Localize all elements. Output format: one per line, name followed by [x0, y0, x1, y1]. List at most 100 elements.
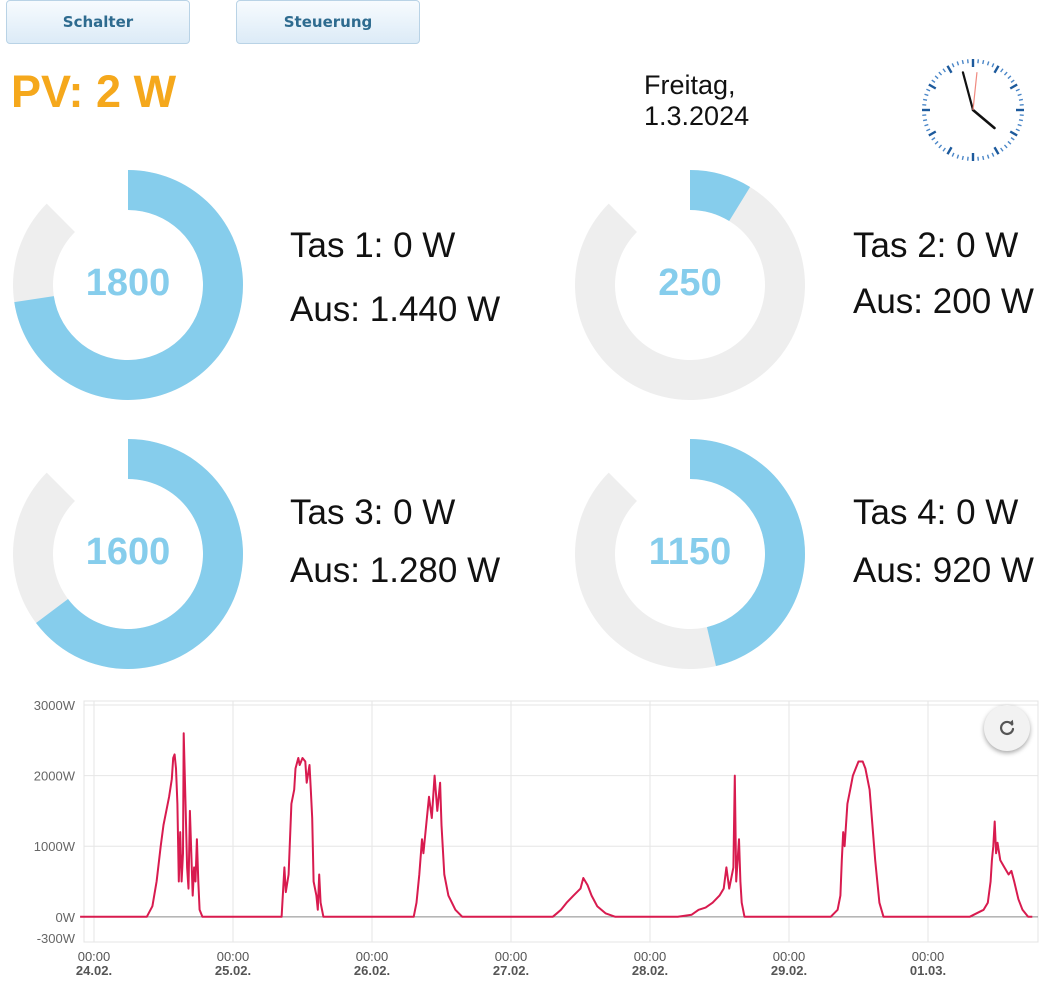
refresh-icon	[1000, 719, 1015, 736]
clock-tick	[991, 63, 995, 68]
analog-clock	[922, 59, 1024, 161]
clock-tick	[931, 79, 936, 83]
clock-tick	[991, 152, 995, 157]
clock-tick	[993, 146, 1000, 155]
chart-y-tick-label: 0W	[56, 910, 76, 925]
tas-1-label: Tas 1: 0 W	[290, 226, 456, 265]
clock-minute-hand	[961, 71, 975, 112]
chart-y-tick-label: 2000W	[34, 769, 76, 784]
weekday-text: Freitag,	[644, 70, 736, 100]
tas-4-label: Tas 4: 0 W	[853, 493, 1019, 532]
clock-tick	[1018, 119, 1024, 122]
clock-tick	[931, 137, 936, 141]
gauge-tas-3	[12, 439, 244, 669]
chart-x-tick-time: 00:00	[912, 949, 945, 964]
clock-tick	[928, 130, 937, 137]
chart-x-tick-date: 27.02.	[493, 963, 529, 978]
clock-tick	[942, 147, 946, 152]
clock-tick	[922, 98, 928, 101]
pv-power-history-chart: 3000W2000W1000W0W-300W00:0024.02.00:0025…	[34, 698, 1039, 978]
gauge-tas-4	[575, 439, 805, 669]
clock-tick	[951, 152, 955, 157]
clock-tick	[938, 71, 943, 76]
chart-x-tick-time: 00:00	[217, 949, 250, 964]
clock-tick	[1010, 137, 1015, 141]
clock-tick	[942, 68, 946, 73]
clock-tick	[961, 59, 964, 65]
chart-y-tick-label: 3000W	[34, 698, 76, 713]
chart-x-tick-date: 01.03.	[910, 963, 946, 978]
chart-x-tick-time: 00:00	[773, 949, 806, 964]
gauge-fill	[36, 439, 244, 669]
clock-tick	[986, 61, 990, 66]
chart-y-tick-label: 1000W	[34, 839, 76, 854]
clock-tick	[1007, 75, 1012, 80]
clock-tick	[1009, 130, 1018, 137]
gauge-value-3: 1600	[85, 531, 171, 573]
gauge-fill	[690, 439, 805, 667]
gauge-fill	[14, 170, 244, 400]
clock-tick	[1015, 128, 1020, 132]
clock-tick	[1000, 68, 1004, 73]
gauge-value-4: 1150	[648, 531, 732, 573]
clock-tick	[926, 88, 931, 92]
clock-tick	[982, 155, 985, 161]
chart-x-tick-time: 00:00	[78, 949, 111, 964]
clock-tick	[924, 93, 929, 97]
chart-series-line	[80, 732, 1033, 918]
clock-tick	[1007, 140, 1012, 145]
clock-dial-icon	[922, 59, 1024, 161]
refresh-button[interactable]	[984, 705, 1030, 751]
clock-hour-hand	[971, 108, 996, 130]
chart-x-tick-date: 28.02.	[632, 963, 668, 978]
steuerung-tab-button[interactable]: Steuerung	[236, 0, 420, 44]
clock-tick	[1000, 147, 1004, 152]
clock-tick	[982, 59, 985, 65]
aus-1-label: Aus: 1.440 W	[290, 290, 501, 329]
clock-tick	[934, 140, 939, 145]
clock-tick	[928, 83, 937, 90]
chart-x-tick-time: 00:00	[356, 949, 389, 964]
clock-tick	[924, 123, 929, 127]
clock-tick	[1017, 123, 1022, 127]
clock-tick	[961, 155, 964, 161]
clock-tick	[956, 61, 960, 66]
tas-3-label: Tas 3: 0 W	[290, 493, 456, 532]
chart-x-tick-time: 00:00	[634, 949, 667, 964]
clock-tick	[1017, 93, 1022, 97]
date-text: 1.3.2024	[644, 101, 750, 131]
chart-y-tick-label: -300W	[37, 931, 76, 946]
clock-tick	[986, 154, 990, 159]
clock-tick	[1003, 144, 1008, 149]
clock-tick	[1010, 79, 1015, 83]
aus-2-label: Aus: 200 W	[853, 282, 1034, 321]
tas-2-label: Tas 2: 0 W	[853, 226, 1019, 265]
chart-x-tick-date: 24.02.	[76, 963, 112, 978]
chart-x-tick-time: 00:00	[495, 949, 528, 964]
clock-tick	[926, 128, 931, 132]
clock-tick	[1003, 71, 1008, 76]
chart-plot-frame	[83, 700, 1039, 943]
gauge-fill	[690, 170, 751, 222]
pv-power-readout: PV: 2 W	[11, 66, 177, 117]
clock-tick	[956, 154, 960, 159]
aus-4-label: Aus: 920 W	[853, 551, 1034, 590]
gauge-value-1: 1800	[85, 262, 171, 304]
clock-tick	[951, 63, 955, 68]
clock-tick	[938, 144, 943, 149]
gauge-track	[575, 170, 805, 400]
chart-x-tick-date: 29.02.	[771, 963, 807, 978]
schalter-tab-button[interactable]: Schalter	[6, 0, 190, 44]
chart-x-tick-date: 25.02.	[215, 963, 251, 978]
clock-tick	[1009, 83, 1018, 90]
clock-second-hand	[972, 72, 978, 111]
clock-tick	[922, 119, 928, 122]
clock-tick	[934, 75, 939, 80]
chart-x-tick-date: 26.02.	[354, 963, 390, 978]
clock-tick	[1018, 98, 1024, 101]
clock-tick	[993, 65, 1000, 74]
date-display: Freitag, 1.3.2024	[644, 70, 749, 132]
clock-tick	[946, 146, 953, 155]
gauge-tas-2	[575, 170, 805, 400]
clock-tick	[1015, 88, 1020, 92]
